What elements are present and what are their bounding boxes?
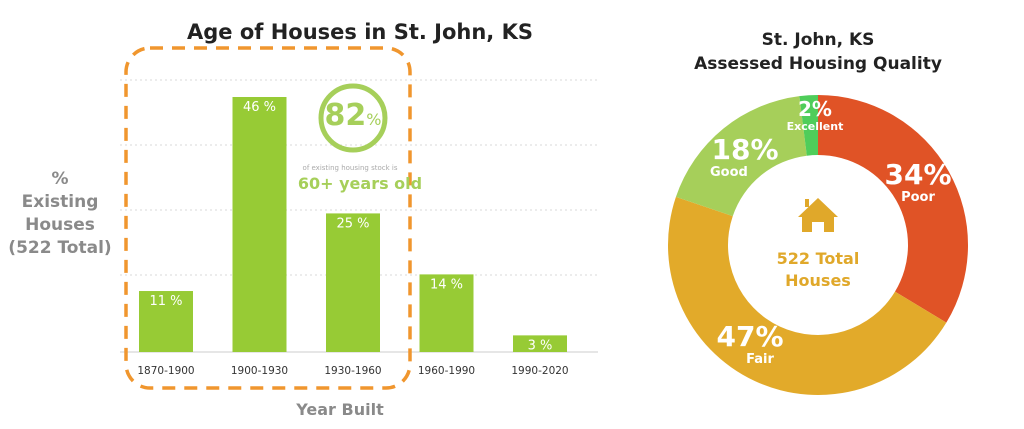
bar <box>513 335 567 352</box>
callout-ring <box>318 83 388 153</box>
highlight-box <box>124 46 412 390</box>
x-tick-label: 1990-2020 <box>511 365 568 377</box>
house-icon <box>798 198 838 232</box>
bar <box>232 97 287 352</box>
y-axis-label: % Existing Houses (522 Total) <box>0 168 120 260</box>
donut-title-line: Assessed Housing Quality <box>694 54 942 74</box>
slice-label-excellent: 2% Excellent <box>780 98 850 133</box>
donut-slice-poor <box>818 95 968 323</box>
data-label: 25 % <box>336 216 369 231</box>
callout-value: 82 <box>324 98 367 133</box>
center-text-line: Houses <box>785 271 851 290</box>
y-label-line: % <box>51 169 69 189</box>
house-chimney <box>805 199 809 207</box>
callout-note: of existing housing stock is <box>302 164 398 172</box>
slice-name: Good <box>710 165 748 180</box>
x-axis-label: Year Built <box>296 400 384 419</box>
slice-name: Fair <box>746 352 774 367</box>
slice-percent: 18% <box>711 133 779 166</box>
slice-label-poor: 34% Poor <box>878 158 958 206</box>
x-tick-label: 1960-1990 <box>418 365 475 377</box>
bar <box>419 274 474 352</box>
x-tick-label: 1930-1960 <box>324 365 381 377</box>
bar <box>139 291 193 352</box>
slice-name: Poor <box>901 190 935 205</box>
data-label: 14 % <box>430 277 463 292</box>
bar <box>326 213 380 352</box>
house-body <box>798 198 838 232</box>
donut-title-line: St. John, KS <box>761 30 875 50</box>
slice-label-good: 18% Good <box>705 133 785 181</box>
y-label-line: Existing <box>21 192 99 212</box>
data-label: 11 % <box>149 294 182 309</box>
donut-chart-title: St. John, KS Assessed Housing Quality <box>668 28 968 76</box>
slice-percent: 34% <box>884 158 952 191</box>
y-label-line: Houses <box>25 215 95 235</box>
donut-slice-good <box>675 96 807 217</box>
slice-name: Excellent <box>786 120 844 133</box>
donut-center-text: 522 Total Houses <box>758 248 878 292</box>
data-label: 46 % <box>243 100 276 115</box>
callout-unit: % <box>366 110 382 129</box>
x-tick-label: 1870-1900 <box>137 365 194 377</box>
data-label: 3 % <box>528 338 553 353</box>
callout-percent: 82% <box>318 98 388 133</box>
slice-percent: 47% <box>716 320 784 353</box>
x-tick-label: 1900-1930 <box>231 365 288 377</box>
bar-chart-title: Age of Houses in St. John, KS <box>187 20 533 44</box>
callout-text: 60+ years old <box>297 174 423 193</box>
center-text-line: 522 Total <box>776 249 860 268</box>
slice-percent: 2% <box>798 97 832 121</box>
donut-slice-fair <box>667 196 947 395</box>
donut-slice-excellent <box>799 95 818 156</box>
slice-label-fair: 47% Fair <box>715 320 785 368</box>
y-label-line: (522 Total) <box>8 238 112 258</box>
